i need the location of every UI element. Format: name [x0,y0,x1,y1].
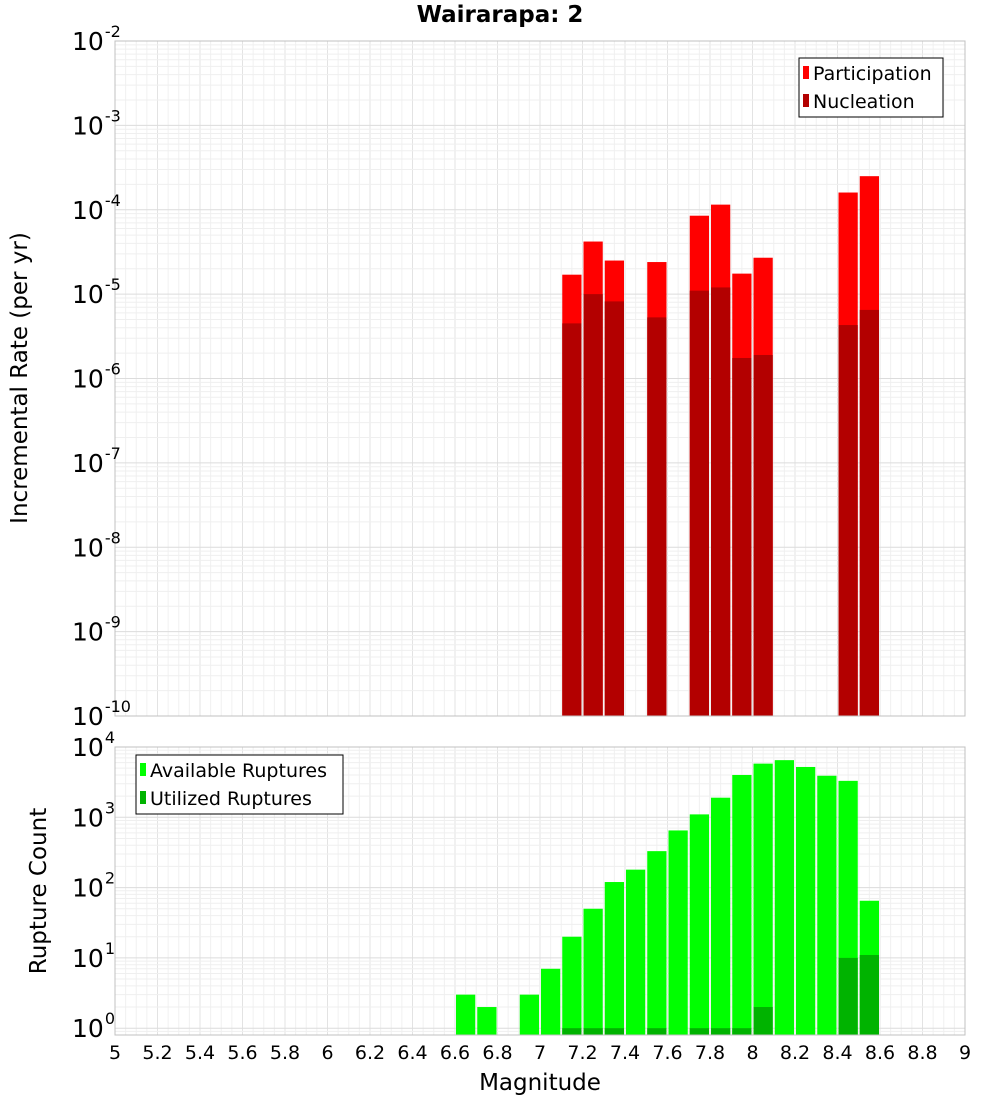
bottom-y-tick-label: 104 [72,728,115,762]
x-tick-label: 6.8 [482,1042,512,1064]
bottom-y-tick-label: 103 [72,798,115,832]
bottom-bar-available-ruptures [817,775,837,1035]
top-bar-nucleation [647,317,667,716]
top-y-tick-label: 10-9 [72,613,121,647]
x-tick-label: 6.4 [397,1042,427,1064]
top-plot: 10-10 10-9 10-8 10-7 10-6 10-5 10-4 10-3 10-2 In… [7,22,966,731]
x-tick-label: 5 [109,1042,121,1064]
bottom-bar-available-ruptures [689,814,709,1035]
bottom-bar-available-ruptures [541,968,561,1035]
bottom-bar-available-ruptures [477,1007,497,1035]
x-tick-label: 9 [959,1042,971,1064]
x-tick-label: 7.4 [610,1042,640,1064]
top-bar-nucleation [859,309,879,716]
bottom-bar-available-ruptures [519,994,539,1035]
x-tick-label: 5.4 [185,1042,215,1064]
x-tick-label: 7 [534,1042,546,1064]
top-bar-nucleation [562,323,582,716]
legend-label-nucleation: Nucleation [813,91,915,113]
bottom-plot: 100 101 102 103 104 5 5.2 5.4 5.6 5.8 6 6.2 6.4 6.6 6… [26,728,971,1096]
top-legend-box [798,57,944,118]
top-y-tick-label: 10-4 [72,191,121,225]
top-bar-nucleation [604,301,624,716]
bottom-plot-bars [456,760,879,1035]
bottom-bar-available-ruptures [732,774,752,1035]
bottom-bar-utilized-ruptures [562,1028,582,1035]
bottom-bar-utilized-ruptures [689,1028,709,1035]
bottom-bar-utilized-ruptures [838,957,858,1035]
x-tick-label: 6.6 [440,1042,470,1064]
top-y-tick-label: 10-8 [72,528,121,562]
bottom-bar-utilized-ruptures [732,1028,752,1035]
bottom-bar-available-ruptures [668,830,688,1035]
bottom-legend-box [135,754,344,815]
top-y-axis-label: Incremental Rate (per yr) [7,232,33,524]
top-bar-nucleation [583,294,603,716]
bottom-bar-utilized-ruptures [711,1028,731,1035]
legend-swatch-nucleation [803,94,809,107]
x-tick-label: 5.2 [142,1042,172,1064]
bottom-bar-available-ruptures [647,851,667,1035]
x-tick-label: 8.4 [822,1042,852,1064]
bottom-y-ticks: 100 101 102 103 104 [72,728,115,1043]
bottom-y-tick-label: 101 [72,939,115,973]
bottom-bar-available-ruptures [626,869,646,1035]
bottom-bar-utilized-ruptures [647,1028,667,1035]
x-tick-label: 5.6 [227,1042,257,1064]
top-y-ticks: 10-10 10-9 10-8 10-7 10-6 10-5 10-4 10-3 10-2 [72,22,131,731]
top-bar-nucleation [838,325,858,716]
x-tick-label: 6 [321,1042,333,1064]
legend-label-utilized: Utilized Ruptures [150,788,312,810]
x-tick-label: 8.2 [780,1042,810,1064]
bottom-y-tick-label: 100 [72,1009,115,1043]
top-bar-nucleation [732,357,752,716]
top-y-tick-label: 10-2 [72,22,121,56]
top-bar-nucleation [689,290,709,716]
bottom-y-tick-label: 102 [72,869,115,903]
x-tick-label: 8.6 [865,1042,895,1064]
bottom-bar-available-ruptures [796,766,816,1035]
bottom-bar-utilized-ruptures [604,1028,624,1035]
bottom-plot-frame [114,746,966,1036]
x-tick-label: 5.8 [270,1042,300,1064]
top-y-tick-label: 10-6 [72,360,121,394]
bottom-bar-available-ruptures [774,760,794,1035]
top-legend: Participation Nucleation [798,57,944,118]
bottom-bar-available-ruptures [753,763,773,1035]
bottom-bar-utilized-ruptures [583,1028,603,1035]
bottom-bar-utilized-ruptures [859,954,879,1035]
x-tick-label: 8 [746,1042,758,1064]
legend-swatch-utilized [140,791,146,804]
bottom-bar-available-ruptures [711,797,731,1035]
legend-swatch-available [140,763,146,776]
legend-label-available: Available Ruptures [150,760,327,782]
bottom-bar-available-ruptures [562,936,582,1035]
bottom-y-axis-label: Rupture Count [26,808,52,974]
x-tick-label: 7.6 [652,1042,682,1064]
bottom-bar-available-ruptures [604,882,624,1035]
top-y-tick-label: 10-7 [72,444,121,478]
top-y-tick-label: 10-5 [72,275,121,309]
bottom-bar-utilized-ruptures [753,1007,773,1035]
top-bar-nucleation [711,287,731,716]
top-plot-grid [114,40,966,717]
bottom-legend: Available Ruptures Utilized Ruptures [135,754,344,815]
top-plot-frame [114,40,966,717]
top-y-tick-label: 10-3 [72,106,121,140]
bottom-bar-available-ruptures [583,908,603,1035]
chart-title: Wairarapa: 2 [417,2,584,28]
x-tick-label: 8.8 [907,1042,937,1064]
top-bar-nucleation [753,354,773,716]
x-tick-label: 7.8 [695,1042,725,1064]
bottom-bar-available-ruptures [456,994,476,1035]
legend-swatch-participation [803,66,809,79]
x-tick-label: 7.2 [567,1042,597,1064]
top-plot-bars [562,176,879,717]
x-tick-label: 6.2 [355,1042,385,1064]
x-tick-labels: 5 5.2 5.4 5.6 5.8 6 6.2 6.4 6.6 6.8 7 7.2 7.4 7.6 7.8 8… [109,1042,971,1064]
legend-label-participation: Participation [813,63,932,85]
top-y-tick-label: 10-10 [72,697,131,731]
x-axis-label: Magnitude [479,1070,601,1096]
